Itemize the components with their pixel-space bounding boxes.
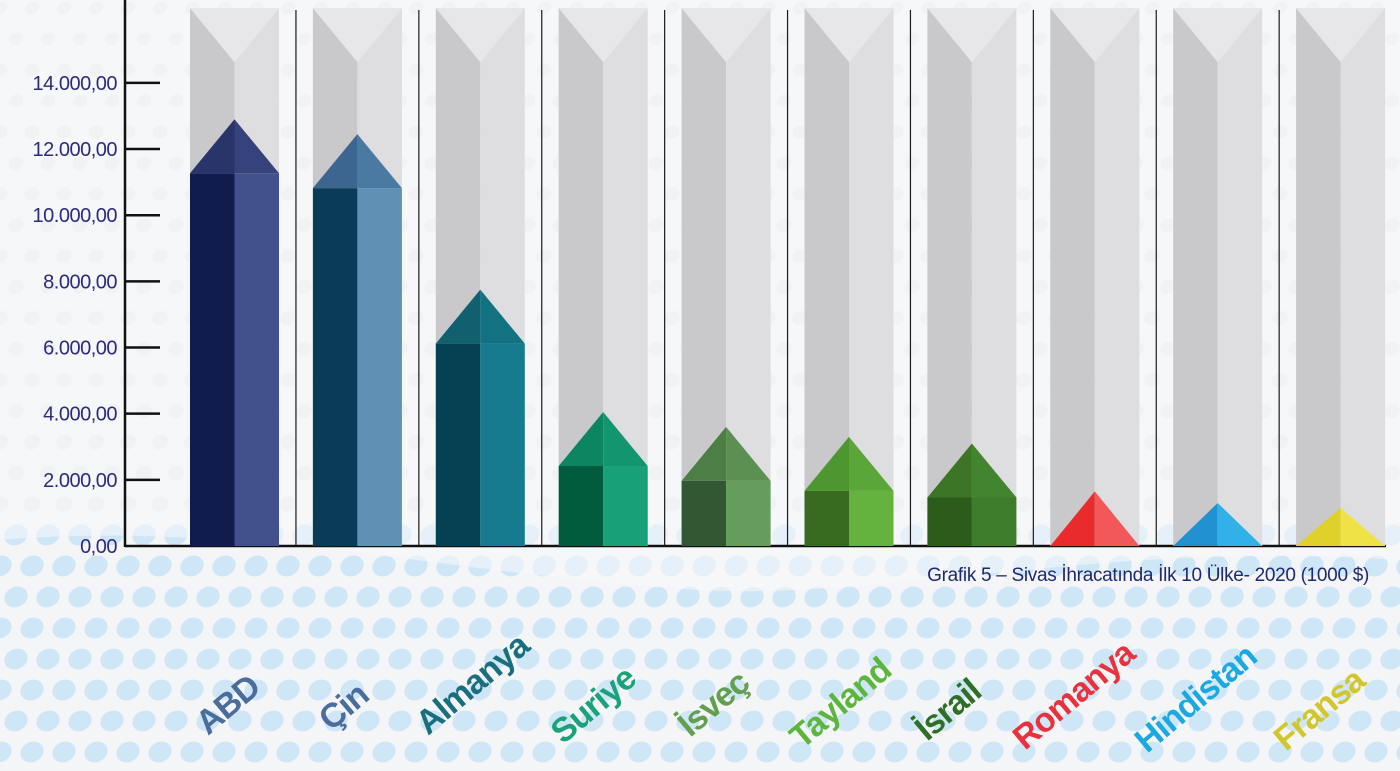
bar-bg-top [435,8,525,62]
bar-body-left [804,490,849,546]
bar-roof-left [804,436,849,491]
bar-roof-left [1296,507,1341,546]
bar-bg-top [927,8,1017,62]
bar-roof-left [558,412,604,467]
bar-roof-right [357,134,402,189]
y-tick-label: 12.000,00 [33,139,118,161]
bar-body-left [190,173,235,546]
bar-Çin [312,8,402,547]
category-label-İsrail: İsrail [908,672,989,748]
bar-bg-top [681,8,771,62]
category-label-Fransa: Fransa [1267,660,1374,758]
bar-roof-left [1173,502,1218,546]
bar-bg-top [312,8,402,62]
bar-Fransa [1296,8,1386,546]
y-tick-label: 0,00 [80,536,117,558]
bar-body-right [726,480,771,546]
bar-bg-right [971,8,1017,546]
y-tick-label: 10.000,00 [33,205,118,227]
bar-bg-left [558,8,604,546]
category-label-Çin: Çin [312,676,376,738]
category-label-Tayland: Tayland [783,651,899,757]
bar-roof-right [849,436,894,491]
category-label-Hindistan: Hindistan [1128,637,1264,760]
bar-body-left [558,466,604,546]
bar-bg-top [804,8,894,62]
bar-roof-left [190,119,235,174]
bar-roof-left [681,426,727,481]
bar-body-right [480,343,525,546]
category-label-ABD: ABD [189,667,268,742]
bar-Tayland [804,8,894,546]
bar-body-right [971,497,1017,546]
bar-bg-top [190,8,279,62]
bar-Suriye [558,8,648,546]
category-label-Suriye: Suriye [544,659,644,751]
bar-bg-top [1050,8,1140,62]
bar-body-right [603,466,648,546]
bar-bg-left [1296,8,1341,546]
bar-roof-right [234,119,279,174]
bar-roof-right [480,289,525,344]
bar-roof-right [603,412,648,467]
bar-bg-top [1296,8,1386,62]
bar-roof-right [1217,502,1263,546]
bar-bg-left [1050,8,1095,546]
bar-roof-right [1094,491,1140,546]
y-tick-label: 14.000,00 [33,73,118,95]
bar-bg-right [849,8,894,546]
bar-roof-right [1340,507,1386,546]
bar-bg-right [603,8,648,546]
chart-caption: Grafik 5 – Sivas İhracatında İlk 10 Ülke… [927,565,1369,586]
bar-bg-top [558,8,648,62]
bar-bg-left [804,8,849,546]
bar-body-left [435,343,481,546]
bar-bg-right [1217,8,1263,546]
bar-roof-right [971,443,1017,498]
bar-bg-right [726,8,771,546]
y-tick-label: 8.000,00 [43,271,117,293]
bar-roof-left [312,134,358,189]
bar-body-left [312,188,358,547]
bar-roof-left [435,289,481,344]
bar-bg-top [1173,8,1263,62]
bar-Hindistan [1173,8,1263,546]
bar-roof-left [927,443,972,498]
bar-bg-left [1173,8,1218,546]
y-tick-label: 2.000,00 [43,470,117,492]
category-label-Romanya: Romanya [1006,633,1144,757]
bar-bg-right [1094,8,1140,546]
bar-body-left [681,480,727,546]
bar-body-right [357,188,402,547]
bar-ABD [190,8,279,546]
bar-roof-left [1050,491,1095,546]
y-tick-label: 4.000,00 [43,404,117,426]
bar-bg-right [1340,8,1386,546]
y-tick-label: 6.000,00 [43,338,117,360]
bar-body-left [927,497,972,546]
bars [190,8,1386,547]
category-labels: ABD Çin Almanya Suriye İsveç Tayland İsrail Rom… [189,625,1374,760]
bar-body-right [234,173,279,546]
bar-bg-left [927,8,972,546]
bar-Almanya [435,8,525,546]
bar-roof-right [726,426,771,481]
bar-body-right [849,490,894,546]
bar-Romanya [1050,8,1140,546]
bar-bg-left [681,8,727,546]
bar-İsveç [681,8,771,546]
category-label-Almanya: Almanya [409,625,538,742]
category-label-İsveç: İsveç [671,663,757,744]
bar-İsrail [927,8,1017,546]
